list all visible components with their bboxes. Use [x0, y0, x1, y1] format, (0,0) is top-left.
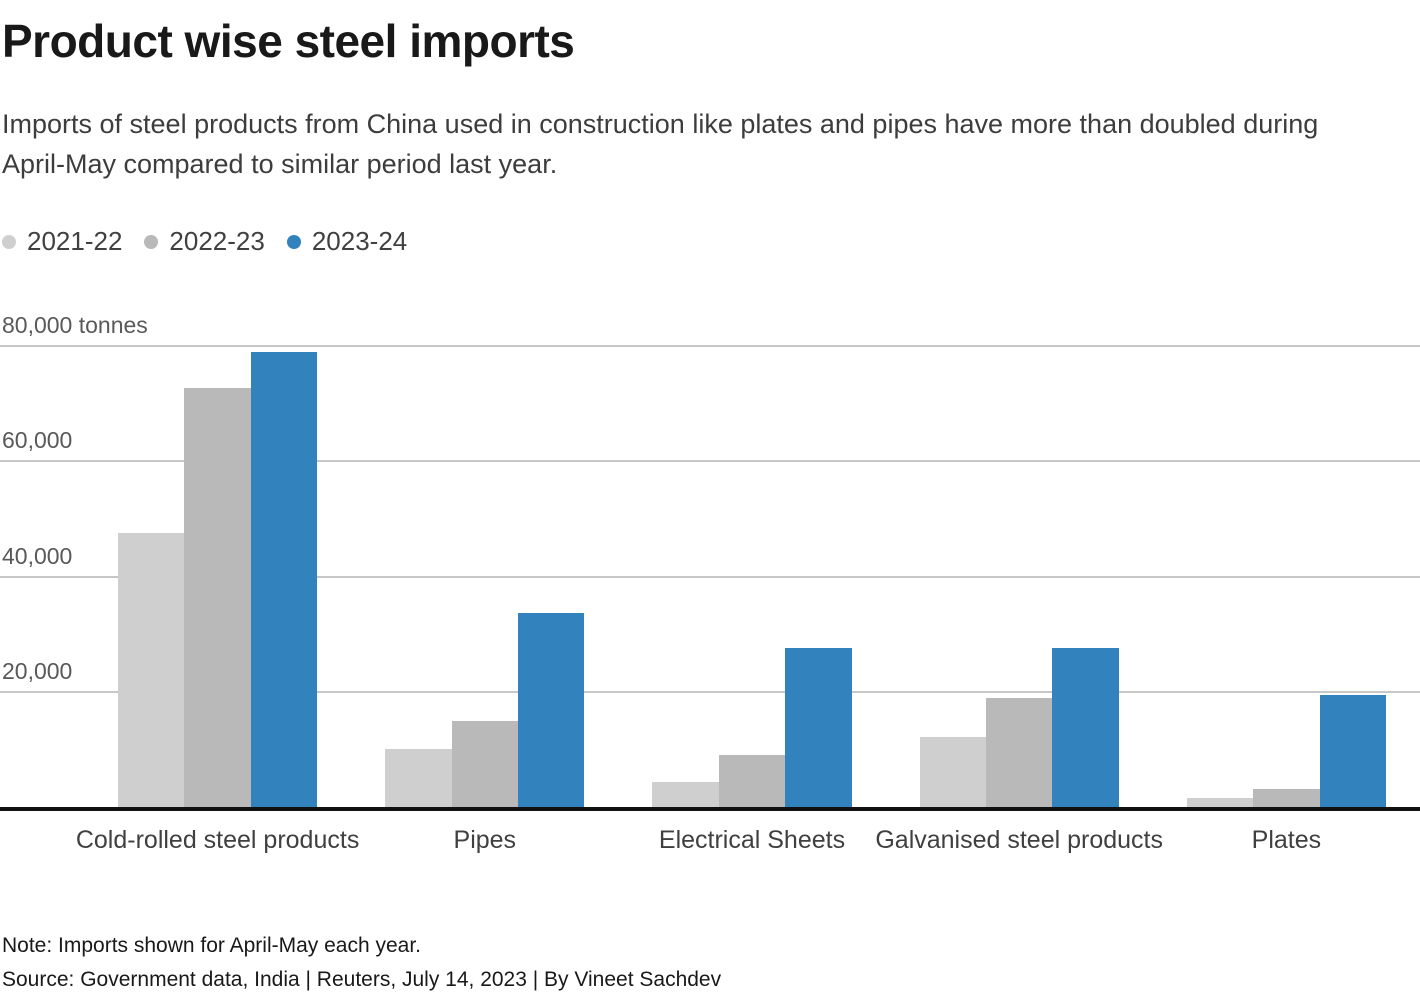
legend-dot-2022-23: [144, 234, 159, 249]
bar-2023-24-galvanised-steel-products: [1052, 647, 1119, 807]
x-label-plates: Plates: [1251, 826, 1322, 854]
bar-chart: 20,000 40,000 60,000 80,000 tonnes: [0, 312, 1420, 811]
legend-label: 2021-22: [27, 226, 123, 256]
bar-2021-22-cold-rolled-steel-products: [118, 533, 185, 807]
gridline-40000: [0, 575, 1420, 578]
legend-item-2022-23: 2022-23: [144, 226, 265, 257]
bar-2023-24-pipes: [518, 612, 585, 807]
y-tick-label: 80,000 tonnes: [2, 312, 148, 338]
gridline-80000: [0, 345, 1420, 347]
chart-source: Source: Government data, India | Reuters…: [2, 968, 722, 991]
gridline-20000: [0, 690, 1420, 693]
bar-2022-23-plates: [1253, 789, 1320, 807]
bar-2023-24-electrical-sheets: [785, 647, 852, 807]
x-label-electrical-sheets: Electrical Sheets: [658, 826, 846, 854]
legend-label: 2023-24: [311, 226, 408, 256]
bar-2021-22-plates: [1186, 797, 1254, 807]
x-label-galvanised-steel-products: Galvanised steel products: [875, 826, 1164, 854]
y-tick-label: 40,000: [2, 542, 73, 569]
bar-2021-22-pipes: [385, 749, 452, 807]
legend-item-2023-24: 2023-24: [286, 226, 408, 257]
bar-2022-23-electrical-sheets: [718, 755, 786, 807]
bar-2023-24-cold-rolled-steel-products: [250, 351, 318, 807]
y-tick-label: 60,000: [2, 427, 73, 454]
bar-2021-22-electrical-sheets: [652, 782, 719, 807]
legend-dot-2021-22: [2, 234, 16, 249]
legend-dot-2023-24: [286, 234, 301, 249]
legend-label: 2022-23: [169, 226, 265, 256]
chart-note: Note: Imports shown for April-May each y…: [2, 934, 422, 957]
gridline-60000: [0, 460, 1420, 463]
bar-2022-23-galvanised-steel-products: [986, 697, 1053, 807]
bar-2022-23-cold-rolled-steel-products: [184, 387, 251, 807]
x-label-pipes: Pipes: [453, 826, 517, 854]
x-label-cold-rolled-steel-products: Cold-rolled steel products: [75, 826, 360, 854]
y-tick-label: 20,000: [2, 657, 73, 684]
bar-2021-22-galvanised-steel-products: [919, 736, 986, 807]
legend-item-2021-22: 2021-22: [2, 226, 122, 257]
page-title: Product wise steel imports: [2, 15, 575, 67]
chart-legend: 2021-22 2022-23 2023-24: [2, 226, 429, 257]
chart-subtitle: Imports of steel products from China use…: [2, 109, 1319, 179]
bar-2022-23-pipes: [451, 720, 518, 807]
bar-2023-24-plates: [1319, 695, 1386, 807]
